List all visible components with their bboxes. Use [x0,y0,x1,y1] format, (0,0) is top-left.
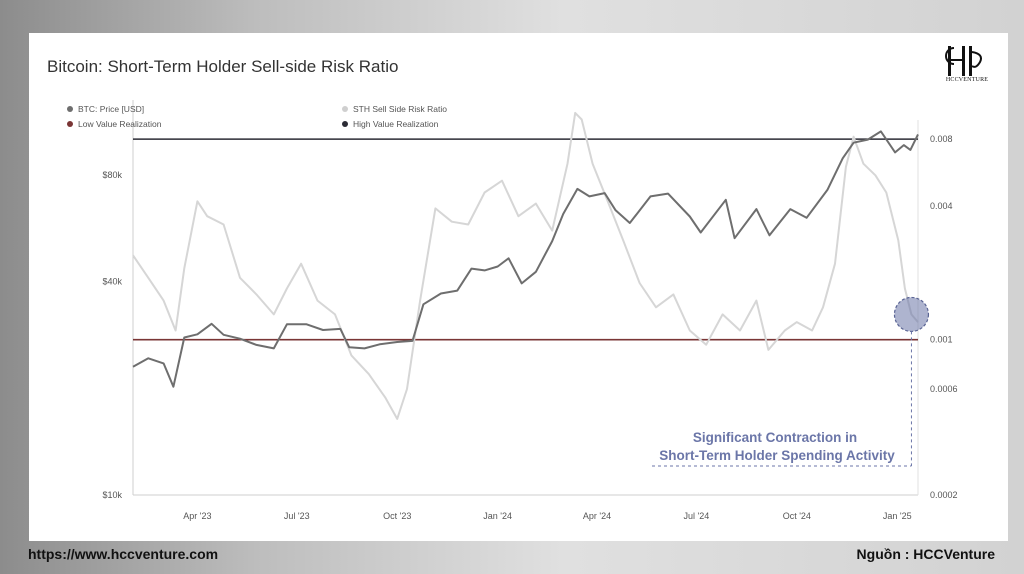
x-tick-label: Jul '24 [683,511,709,521]
legend-label: High Value Realization [353,119,439,129]
legend-dot [342,121,348,127]
right-tick-label: 0.008 [930,134,953,144]
x-tick-label: Oct '23 [383,511,411,521]
x-tick-label: Jan '25 [883,511,912,521]
chart-legend: BTC: Price [USD] STH Sell Side Risk Ratio… [67,104,447,129]
contraction-highlight-circle [893,296,930,333]
annotation-line-1: Significant Contraction in [693,430,857,445]
sth-risk-ratio-line [132,111,919,420]
chart-card [29,33,1008,541]
x-tick-label: Apr '24 [583,511,611,521]
legend-label: Low Value Realization [78,119,162,129]
x-tick-label: Jan '24 [483,511,512,521]
x-tick-label: Apr '23 [183,511,211,521]
series-layer [132,111,919,420]
legend-dot [67,106,73,112]
website-url[interactable]: https://www.hccventure.com [28,546,219,562]
legend-label: BTC: Price [USD] [78,104,144,114]
right-tick-label: 0.004 [930,201,953,211]
source-credit: Nguồn : HCCVenture [856,546,995,562]
hcc-monogram-logo [945,46,982,76]
right-tick-label: 0.0002 [930,490,958,500]
logo-wordmark: HCCVENTURE [945,77,989,83]
annotation-line-2: Short-Term Holder Spending Activity [659,448,895,463]
left-tick-label: $80k [102,170,122,180]
legend-label: STH Sell Side Risk Ratio [353,104,447,114]
legend-dot [67,121,73,127]
legend-dot [342,106,348,112]
reference-lines [133,138,918,341]
left-tick-label: $40k [102,277,122,287]
chart-title: Bitcoin: Short-Term Holder Sell-side Ris… [47,57,399,76]
right-tick-label: 0.001 [930,335,953,345]
left-tick-label: $10k [102,490,122,500]
btc-price-line [132,130,919,388]
right-tick-label: 0.0006 [930,384,958,394]
annotation-layer: Significant Contraction in Short-Term Hol… [652,296,930,467]
x-tick-label: Jul '23 [284,511,310,521]
x-tick-label: Oct '24 [783,511,811,521]
axis-ticks: $10k $40k $80k 0.0002 0.0006 0.001 0.004 0.008 A… [102,134,957,521]
